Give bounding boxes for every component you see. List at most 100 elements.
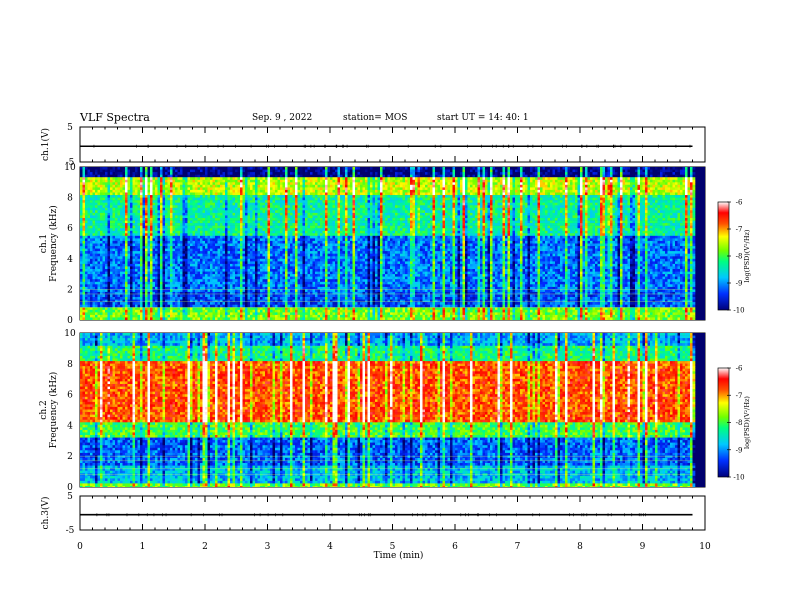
ch1-spectrogram-cell (125, 266, 128, 270)
ch1-spectrogram-cell (165, 263, 168, 267)
ch1-spectrogram-cell (142, 309, 146, 313)
ch1-spectrogram-cell (112, 304, 116, 308)
ch1-spectrogram-cell (165, 182, 168, 186)
ch1-spectrogram-cell (217, 253, 221, 257)
ch1-spectrogram-cell (252, 289, 256, 293)
ch1-spectrogram-cell (217, 212, 221, 216)
ch1-spectrogram-cell (177, 248, 181, 252)
ch1-spectrogram-cell (267, 304, 271, 308)
ch1-spectrogram-cell (115, 192, 118, 196)
ch1-spectrogram-cell (187, 207, 191, 211)
ch1-spectrogram-cell (207, 167, 211, 170)
ch1-spectrogram-cell (80, 276, 83, 280)
ch1-spectrogram-cell (200, 202, 203, 206)
ch1-spectrogram-cell (92, 302, 96, 305)
ch1-spectrogram-cell (267, 307, 271, 311)
ch1-spectrogram-cell (212, 179, 216, 183)
ch1-spectrogram-cell (130, 246, 133, 249)
ch1-spectrogram-cell (260, 195, 263, 198)
ch1-spectrogram-cell (167, 307, 171, 311)
ch1-spectrogram-cell (142, 243, 146, 247)
ch1-spectrogram-cell (222, 223, 226, 226)
ch1-spectrogram-cell (175, 312, 178, 316)
ch1-spectrogram-cell (175, 302, 178, 305)
ch1-spectrogram-cell (165, 302, 168, 305)
ch1-spectrogram-cell (257, 174, 261, 178)
ch1-spectrogram-cell (220, 248, 223, 252)
ch1-spectrogram-cell (135, 189, 138, 193)
ch1-spectrogram-cell (242, 317, 246, 320)
ch1-spectrogram-cell (267, 238, 271, 242)
ch1-spectrogram-cell (152, 223, 156, 226)
ch1-spectrogram-cell (150, 235, 153, 239)
ch1-spectrogram-cell (187, 281, 191, 285)
ch1-spectrogram-cell (157, 238, 161, 242)
ch1-spectrogram-cell (215, 200, 218, 204)
ch1-spectrogram-cell (95, 215, 98, 219)
ch1-spectrogram-cell (212, 215, 216, 219)
ch1-spectrogram-cell (237, 177, 241, 181)
ch1-spectrogram-cell (242, 167, 246, 170)
ch1-spectrogram-cell (195, 172, 198, 175)
ch1-spectrogram-cell (210, 297, 213, 300)
ch1-spectrogram-cell (125, 248, 128, 252)
ch1-spectrogram-cell (135, 238, 138, 242)
ch1-spectrogram-cell (127, 225, 131, 229)
ch1-spectrogram-cell (242, 307, 246, 311)
ch1-spectrogram-cell (155, 197, 158, 201)
ch1-spectrogram-cell (255, 184, 258, 188)
ch1-spectrogram-cell (100, 223, 103, 226)
ch1-spectrogram-cell (160, 266, 163, 270)
ch1-spectrogram-cell (252, 192, 256, 196)
ch1-spectrogram-cell (150, 195, 153, 198)
ch1-spectrogram-cell (252, 274, 256, 277)
ch1-spectrogram-cell (210, 314, 213, 318)
ch1-spectrogram-cell (102, 276, 106, 280)
ch1-spectrogram-cell (160, 314, 163, 318)
ch1-spectrogram-cell (100, 299, 103, 303)
ch1-spectrogram-cell (205, 233, 208, 237)
ch1-spectrogram-cell (242, 312, 246, 316)
ch1-spectrogram-cell (167, 297, 171, 300)
ch1-spectrogram-cell (177, 274, 181, 277)
ch1-spectrogram-cell (130, 289, 133, 293)
ch1-spectrogram-cell (247, 228, 251, 232)
ch1-spectrogram-cell (145, 291, 148, 295)
ch1-spectrogram-cell (245, 317, 248, 320)
ch1-spectrogram-cell (225, 279, 228, 283)
ch1-spectrogram-cell (240, 317, 243, 320)
ch1-spectrogram-cell (87, 195, 91, 198)
ch1-spectrogram-cell (172, 281, 176, 285)
ch1-spectrogram-cell (127, 251, 131, 254)
ch1-spectrogram-cell (245, 286, 248, 290)
ch1-spectrogram-cell (175, 169, 178, 173)
ch1-spectrogram-cell (260, 179, 263, 183)
ch1-spectrogram-cell (232, 228, 236, 232)
ch1-spectrogram-cell (217, 240, 221, 244)
ch1-spectrogram-cell (190, 184, 193, 188)
ch1-spectrogram-cell (150, 317, 153, 320)
ch1-spectrogram-cell (172, 205, 176, 209)
ch1-spectrogram-cell (220, 253, 223, 257)
ch1-spectrogram-cell (210, 243, 213, 247)
ch1-spectrogram-cell (200, 279, 203, 283)
ch1-spectrogram-cell (90, 294, 93, 298)
ch1-spectrogram-cell (122, 169, 126, 173)
ch1-spectrogram-cell (185, 309, 188, 313)
ch1-spectrogram-cell (212, 230, 216, 234)
ch1-spectrogram-cell (240, 233, 243, 237)
ch1-spectrogram-cell (112, 197, 116, 201)
ch1-spectrogram-cell (200, 276, 203, 280)
ch1-spectrogram-cell (85, 294, 88, 298)
ch1-spectrogram-cell (160, 207, 163, 211)
ch1-spectrogram-cell (247, 317, 251, 320)
ch1-spectrogram-cell (95, 302, 98, 305)
ch1-spectrogram-cell (197, 220, 201, 224)
ch1-spectrogram-cell (180, 299, 183, 303)
ch1-spectrogram-cell (100, 177, 103, 181)
ch1-spectrogram-cell (80, 200, 83, 204)
ch1-spectrogram-cell (242, 289, 246, 293)
ch1-spectrogram-cell (162, 309, 166, 313)
ch1-spectrogram-cell (157, 294, 161, 298)
ch1-spectrogram-cell (87, 215, 91, 219)
